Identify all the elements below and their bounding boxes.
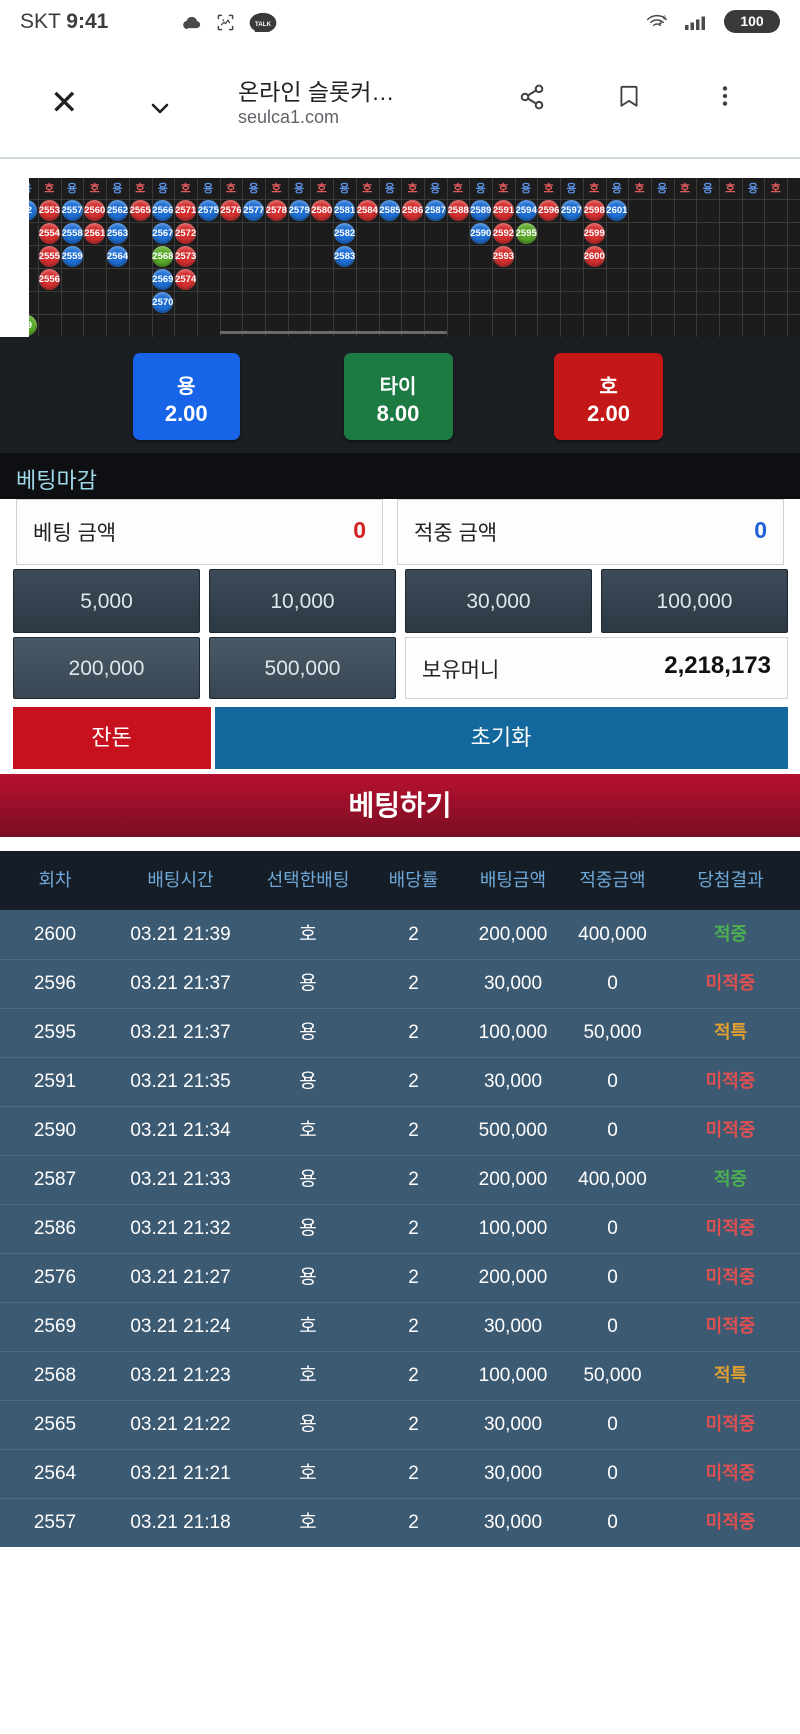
svg-text:6: 6 [663, 15, 667, 21]
svg-text:TALK: TALK [255, 21, 272, 28]
